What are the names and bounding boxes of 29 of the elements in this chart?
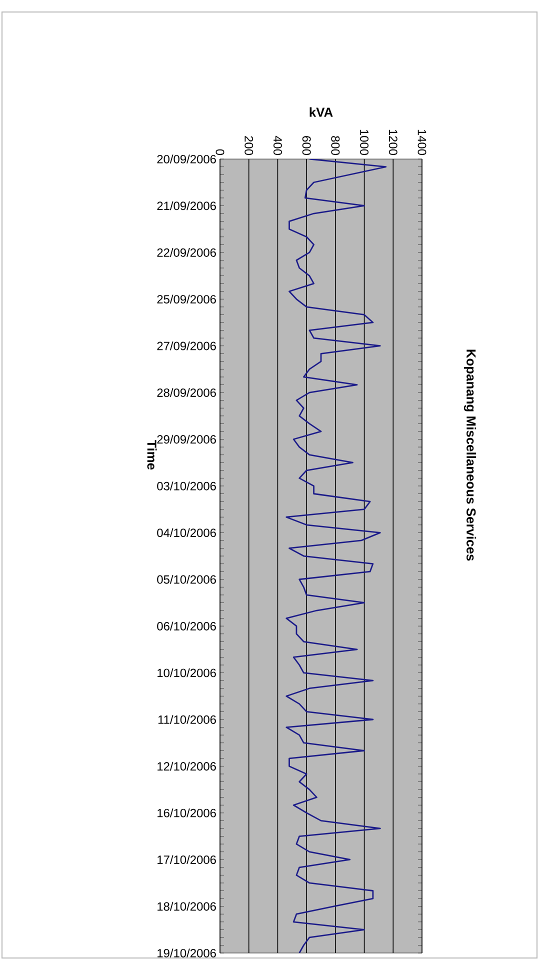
y-tick-label: 06/10/2006 xyxy=(157,622,216,630)
y-tick-label: 05/10/2006 xyxy=(157,574,216,584)
x-tick-label: 400 xyxy=(273,136,282,156)
y-tick-label: 28/09/2006 xyxy=(157,388,216,397)
y-tick-label: 12/10/2006 xyxy=(158,762,216,771)
x-tick-label: 1000 xyxy=(360,130,369,156)
y-axis-title: Time xyxy=(147,440,157,470)
y-tick-label: 10/10/2006 xyxy=(158,668,216,678)
x-tick-label: 200 xyxy=(244,136,254,156)
y-tick-label: 03/10/2006 xyxy=(157,482,216,490)
y-tick-label: 21/09/2006 xyxy=(157,201,216,210)
y-tick-label: 04/10/2006 xyxy=(157,528,216,538)
y-tick-label: 22/09/2006 xyxy=(157,248,216,257)
y-tick-label: 19/10/2006 xyxy=(158,948,216,958)
x-tick-label: 600 xyxy=(302,136,311,156)
y-tick-label: 29/09/2006 xyxy=(157,434,216,444)
x-tick-label: 0 xyxy=(216,149,224,156)
x-tick-label: 1400 xyxy=(418,130,426,156)
y-tick-label: 20/09/2006 xyxy=(157,154,216,164)
x-tick-label: 800 xyxy=(331,136,340,156)
y-tick-label: 16/10/2006 xyxy=(158,808,216,818)
x-axis-title: kVA xyxy=(310,107,333,117)
x-tick-label: 1200 xyxy=(388,130,398,156)
y-tick-label: 25/09/2006 xyxy=(157,294,216,304)
y-tick-label: 18/10/2006 xyxy=(158,902,216,911)
y-tick-label: 17/10/2006 xyxy=(158,855,216,864)
text: Kopanang Miscellaneous Services xyxy=(464,350,476,561)
y-tick-label: 11/10/2006 xyxy=(158,715,216,724)
y-tick-label: 27/09/2006 xyxy=(157,341,216,350)
